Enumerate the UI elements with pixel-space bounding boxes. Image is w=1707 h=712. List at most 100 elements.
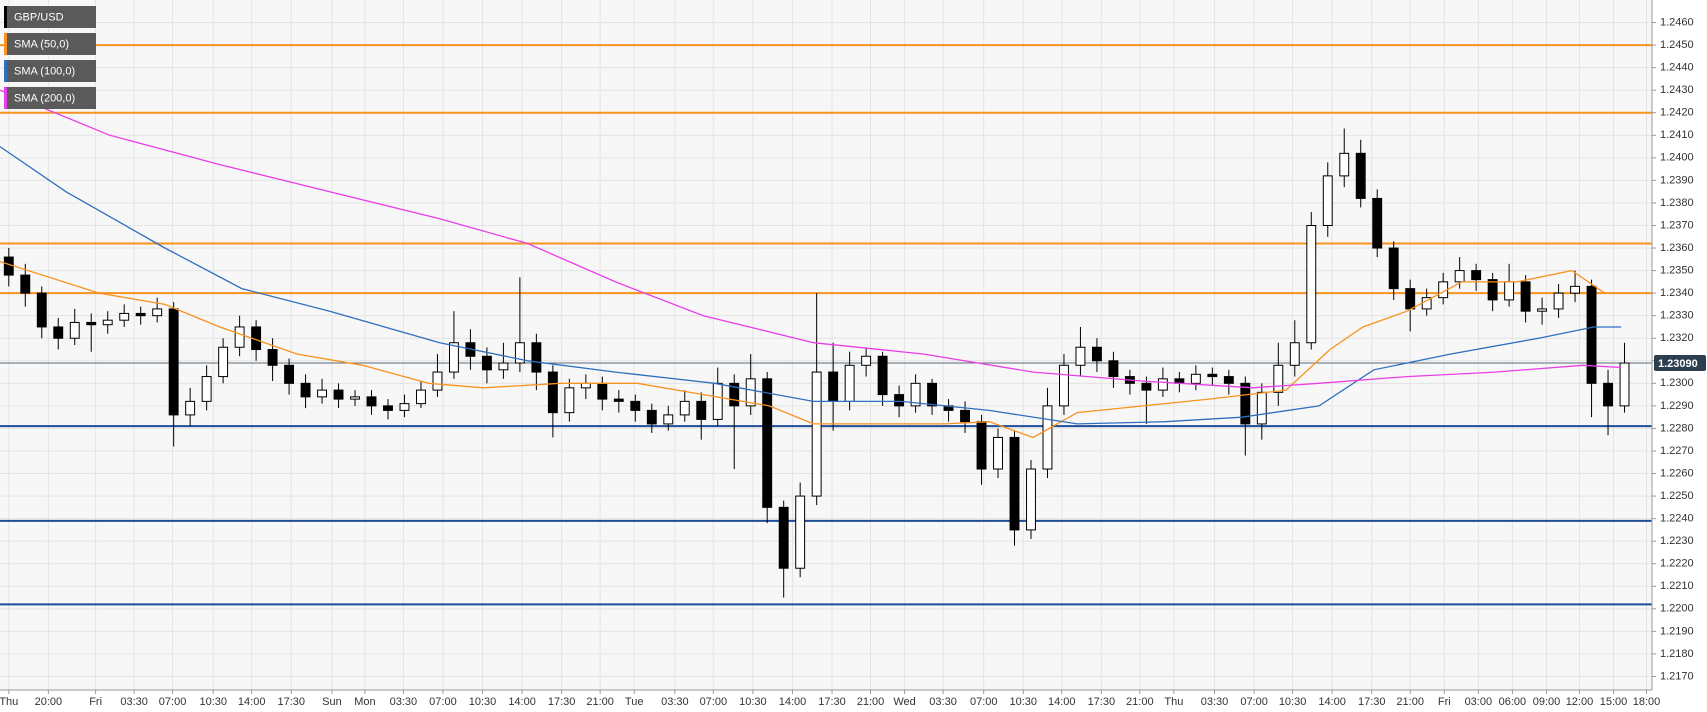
x-tick-label: 09:00 [1533,696,1561,708]
y-tick-label: 1.2290 [1660,400,1694,412]
x-tick-label: 03:30 [390,696,418,708]
candle-body [300,382,311,398]
x-tick-label: 21:00 [1396,696,1424,708]
candles [3,128,1630,598]
y-tick-label: 1.2380 [1660,197,1694,209]
legend-label: SMA (50,0) [14,38,69,50]
x-tick-label: 03:30 [1201,696,1229,708]
legend-swatch [4,87,7,109]
candle-body [135,312,146,317]
sma-lines [0,89,1622,439]
last-price-tag [1654,355,1706,372]
candle-body [284,364,295,384]
legend-swatch [4,33,7,55]
x-tick-label: Fri [1438,696,1451,708]
candle-body [333,389,344,400]
candle-body [729,382,740,407]
candle-body [383,405,393,411]
x-tick-label: 07:00 [1240,696,1268,708]
legend-swatch [4,60,7,82]
sma-line [0,89,1622,389]
y-tick-label: 1.2350 [1660,264,1694,276]
x-tick-label: 07:00 [159,696,187,708]
x-tick-label: 10:30 [1010,696,1038,708]
candle-body [762,378,773,508]
x-tick-label: Mon [354,696,375,708]
candle-body [1306,224,1317,344]
x-tick-label: Thu [0,696,18,708]
candle-body [663,414,674,425]
candle-body [580,382,591,389]
y-tick-label: 1.2460 [1660,16,1694,28]
candle-body [69,321,80,339]
y-tick-label: 1.2440 [1660,62,1694,74]
y-tick-label: 1.2430 [1660,84,1694,96]
x-tick-label: 14:00 [238,696,266,708]
x-tick-label: 20:00 [35,696,63,708]
x-tick-label: 17:30 [1358,696,1386,708]
y-tick-label: 1.2270 [1660,445,1694,457]
x-tick-label: Tue [625,696,644,708]
candle-body [778,506,789,569]
candle-body [448,342,459,373]
x-tick-label: Wed [893,696,915,708]
candle-body [861,355,872,366]
candle-body [1091,346,1102,362]
candle-body [514,342,525,364]
candle-body [267,349,278,366]
x-tick-label: 14:00 [508,696,536,708]
candle-body [696,400,707,420]
x-tick-label: 17:30 [1088,696,1116,708]
y-tick-label: 1.2410 [1660,129,1694,141]
candle-body [1240,382,1251,425]
candle-body [1388,247,1399,290]
y-tick-label: 1.2300 [1660,377,1694,389]
candle-body [1042,405,1053,470]
candle-body [646,409,657,425]
x-tick-label: 14:00 [1318,696,1346,708]
candle-body [910,382,921,407]
y-tick-label: 1.2420 [1660,107,1694,119]
x-tick-label: 03:30 [120,696,148,708]
x-tick-label: 10:30 [1279,696,1307,708]
candle-body [1570,285,1581,294]
candle-body [53,326,64,339]
candle-body [168,308,179,416]
y-tick-label: 1.2230 [1660,535,1694,547]
candle-body [795,495,806,569]
x-tick-label: 06:00 [1499,696,1527,708]
candle-body [1157,378,1168,391]
candle-body [1026,468,1036,531]
y-tick-label: 1.2240 [1660,513,1694,525]
candle-body [20,274,31,294]
candle-body [745,378,756,407]
y-tick-label: 1.2170 [1660,670,1694,682]
legend-box [4,60,96,82]
candle-body [712,382,723,420]
y-tick-label: 1.2370 [1660,219,1694,231]
x-tick-label: 10:30 [739,696,767,708]
candle-body [1355,152,1366,199]
x-tick-label: 17:30 [818,696,846,708]
candle-body [86,321,97,326]
x-tick-label: 18:00 [1633,696,1661,708]
sma-line [0,260,1606,439]
legend-label: GBP/USD [14,11,64,23]
candle-body [1619,362,1630,407]
candle-body [1059,364,1069,407]
candle-body [218,346,229,378]
x-tick-label: 03:30 [661,696,689,708]
candle-body [1520,281,1531,312]
candle-body [36,292,47,328]
candle-body [1108,360,1119,378]
y-tick-label: 1.2190 [1660,625,1694,637]
legend: GBP/USD SMA (50,0) SMA (100,0) SMA (200,0) [4,6,96,109]
candle-body [1471,270,1482,281]
candle-body [350,396,360,400]
y-tick-label: 1.2400 [1660,152,1694,164]
x-tick-label: Thu [1164,696,1183,708]
candle-body [1372,197,1383,249]
candle-body [3,256,14,276]
